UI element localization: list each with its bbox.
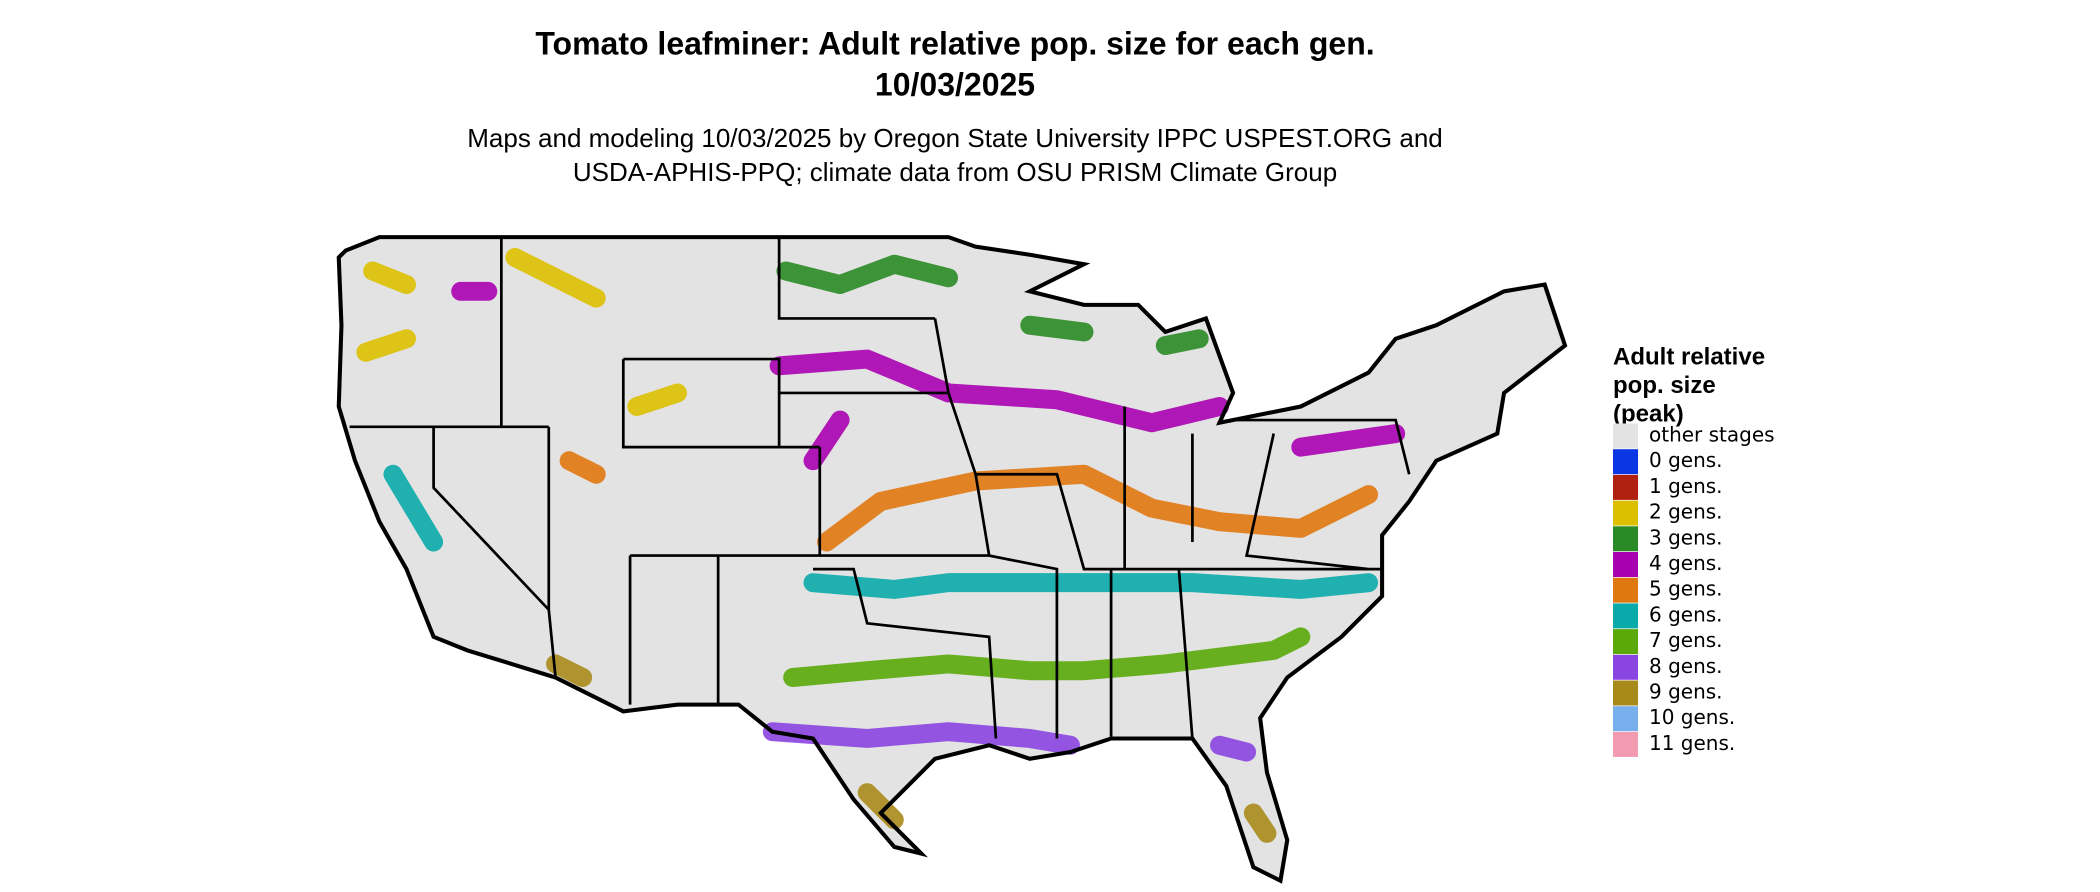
map (336, 235, 1568, 884)
state-borders (349, 237, 1411, 739)
title: Tomato leafminer: Adult relative pop. si… (535, 25, 1374, 61)
generation-band (762, 722, 1257, 762)
generation-band (776, 254, 1209, 356)
legend-label: other stages (1649, 423, 1775, 447)
legend-label: 7 gens. (1649, 628, 1723, 652)
legend-title: Adult relative (1613, 343, 1765, 370)
title: 10/03/2025 (875, 66, 1035, 102)
legend-swatch (1613, 474, 1638, 500)
legend-label: 10 gens. (1649, 705, 1735, 729)
legend-label: 3 gens. (1649, 525, 1723, 549)
legend-label: 11 gens. (1649, 731, 1735, 755)
legend-label: 9 gens. (1649, 680, 1723, 704)
legend-label: 5 gens. (1649, 577, 1723, 601)
legend-title: (peak) (1613, 400, 1684, 427)
legend-swatch (1613, 706, 1638, 732)
legend-label: 1 gens. (1649, 474, 1723, 498)
us-outline-border (336, 235, 1568, 884)
legend-swatch (1613, 603, 1638, 629)
subtitle: USDA-APHIS-PPQ; climate data from OSU PR… (573, 157, 1337, 187)
legend-swatch (1613, 423, 1638, 449)
legend-swatch (1613, 500, 1638, 526)
generation-band (546, 654, 1277, 843)
legend-label: 2 gens. (1649, 500, 1723, 524)
legend-label: 4 gens. (1649, 551, 1723, 575)
legend-title: pop. size (1613, 372, 1716, 399)
generation-band (356, 247, 687, 416)
legend-label: 8 gens. (1649, 654, 1723, 678)
subtitle: Maps and modeling 10/03/2025 by Oregon S… (467, 123, 1443, 153)
legend-swatch (1613, 526, 1638, 552)
legend-swatch (1613, 654, 1638, 680)
legend-label: 6 gens. (1649, 602, 1723, 626)
legend-swatch (1613, 731, 1638, 757)
legend-swatch (1613, 577, 1638, 603)
legend-swatch (1613, 629, 1638, 655)
legend-label: 0 gens. (1649, 448, 1723, 472)
legend-swatch (1613, 680, 1638, 706)
legend-swatch (1613, 449, 1638, 475)
generation-band (383, 464, 1379, 599)
generation-band (559, 451, 1379, 552)
legend-swatch (1613, 552, 1638, 577)
generation-band (451, 281, 1406, 471)
